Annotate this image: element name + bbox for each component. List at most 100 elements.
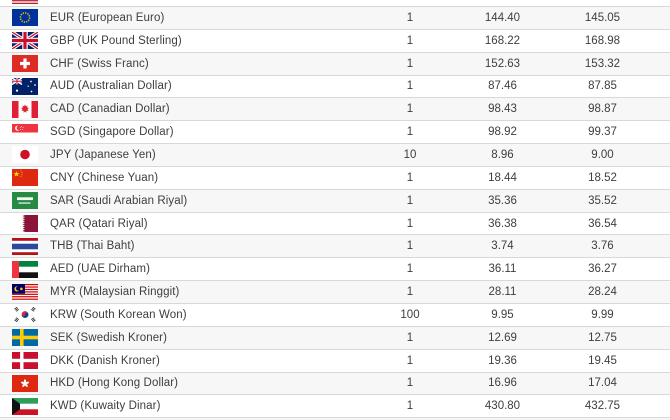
currency-label: SEK (Swedish Kroner) <box>50 331 168 344</box>
rate-1-value: 19.36 <box>488 354 517 367</box>
unit-value: 1 <box>406 57 414 70</box>
table-row: QAR (Qatari Riyal) 1 36.38 36.54 <box>0 212 670 236</box>
currency-label: DKK (Danish Kroner) <box>50 354 160 367</box>
table-row: KRW (South Korean Won) 100 9.95 9.99 <box>0 303 670 327</box>
unit-value: 1 <box>406 377 414 390</box>
table-row: GBP (UK Pound Sterling) 1 168.22 168.98 <box>0 29 670 53</box>
table-row: CNY (Chinese Yuan) 1 18.44 18.52 <box>0 166 670 190</box>
currency-label: HKD (Hong Kong Dollar) <box>50 377 179 390</box>
flag-cell <box>0 237 50 255</box>
flag-cell <box>0 283 50 301</box>
flag-cell <box>0 352 50 370</box>
rate-1-value: 144.40 <box>484 11 521 24</box>
flag-cell <box>0 374 50 392</box>
rate-1-value: 36.11 <box>488 263 517 276</box>
table-row: AED (UAE Dirham) 1 36.11 36.27 <box>0 258 670 282</box>
flag-cell <box>0 123 50 141</box>
table-row: MYR (Malaysian Ringgit) 1 28.11 28.24 <box>0 281 670 304</box>
flag-cell <box>0 260 50 278</box>
flag-sgd-icon <box>12 123 38 141</box>
rate-2-value: 87.85 <box>588 80 617 93</box>
flag-cell <box>0 329 50 347</box>
flag-cell <box>0 169 50 187</box>
rate-2-value: 35.52 <box>588 194 617 207</box>
rate-1-value: 152.63 <box>484 57 521 70</box>
currency-label: JPY (Japanese Yen) <box>50 148 156 161</box>
currency-label: KWD (Kuwaity Dinar) <box>50 400 161 413</box>
currency-label: GBP (UK Pound Sterling) <box>50 34 182 47</box>
flag-krw-icon <box>12 306 38 324</box>
rate-2-value: 9.99 <box>591 308 614 321</box>
rate-2-value: 19.45 <box>588 354 617 367</box>
flag-kwd-icon <box>12 397 38 415</box>
currency-label: EUR (European Euro) <box>50 11 165 24</box>
rate-1-value: 168.22 <box>484 34 521 47</box>
flag-gbp-icon <box>12 32 38 50</box>
currency-label: KRW (South Korean Won) <box>50 308 187 321</box>
table-row: SGD (Singapore Dollar) 1 98.92 99.37 <box>0 121 670 145</box>
flag-cad-icon <box>12 100 38 118</box>
currency-label: CAD (Canadian Dollar) <box>50 103 170 116</box>
unit-value: 1 <box>406 263 414 276</box>
unit-value: 1 <box>406 286 414 299</box>
flag-cell <box>0 146 50 164</box>
rate-1-value: 8.96 <box>491 148 514 161</box>
rate-1-value: 3.74 <box>491 240 514 253</box>
currency-label: SGD (Singapore Dollar) <box>50 126 174 139</box>
rate-2-value: 36.54 <box>588 217 617 230</box>
flag-myr-icon <box>12 283 38 301</box>
unit-value: 1 <box>406 126 414 139</box>
table-row: THB (Thai Baht) 1 3.74 3.76 <box>0 235 670 259</box>
rate-2-value: 9.00 <box>591 148 614 161</box>
rate-1-value: 16.96 <box>488 377 517 390</box>
rate-2-value: 98.87 <box>588 103 617 116</box>
rate-1-value: 28.11 <box>488 286 517 299</box>
flag-cell <box>0 215 50 233</box>
rate-1-value: 12.69 <box>488 331 517 344</box>
flag-usd-icon <box>12 0 38 4</box>
unit-value: 1 <box>406 80 414 93</box>
flag-cell <box>0 397 50 415</box>
unit-value: 100 <box>400 308 420 321</box>
rate-1-value: 18.44 <box>488 171 517 184</box>
flag-chf-icon <box>12 55 38 73</box>
flag-cell <box>0 0 50 4</box>
currency-label: CNY (Chinese Yuan) <box>50 171 159 184</box>
flag-aud-icon <box>12 77 38 95</box>
rate-1-value: 87.46 <box>488 80 517 93</box>
rate-2-value: 153.32 <box>584 57 621 70</box>
unit-value: 10 <box>403 148 417 161</box>
table-row: SAR (Saudi Arabian Riyal) 1 35.36 35.52 <box>0 189 670 213</box>
flag-cell <box>0 77 50 95</box>
unit-value: 1 <box>406 354 414 367</box>
table-row: CHF (Swiss Franc) 1 152.63 153.32 <box>0 52 670 76</box>
rate-1-value: 98.43 <box>488 103 517 116</box>
table-row: CAD (Canadian Dollar) 1 98.43 98.87 <box>0 98 670 122</box>
flag-jpy-icon <box>12 146 38 164</box>
flag-sar-icon <box>12 192 38 210</box>
unit-value: 1 <box>406 11 414 24</box>
unit-value: 1 <box>406 240 414 253</box>
rate-1-value: 36.38 <box>488 217 517 230</box>
rate-2-value: 36.27 <box>588 263 617 276</box>
table-row: HKD (Hong Kong Dollar) 1 16.96 17.04 <box>0 372 670 396</box>
flag-cell <box>0 100 50 118</box>
rate-2-value: 17.04 <box>588 377 617 390</box>
table-row: AUD (Australian Dollar) 1 87.46 87.85 <box>0 75 670 99</box>
unit-value: 1 <box>406 400 414 413</box>
table-row: JPY (Japanese Yen) 10 8.96 9.00 <box>0 144 670 167</box>
rate-2-value: 168.98 <box>584 34 621 47</box>
currency-label: THB (Thai Baht) <box>50 240 135 253</box>
flag-sek-icon <box>12 329 38 347</box>
rate-2-value: 145.05 <box>584 11 621 24</box>
currency-label: AUD (Australian Dollar) <box>50 80 172 93</box>
table-row-partial-bottom <box>0 418 670 420</box>
rate-1-value: 35.36 <box>488 194 517 207</box>
flag-cell <box>0 55 50 73</box>
flag-cell <box>0 9 50 27</box>
flag-thb-icon <box>12 237 38 255</box>
rate-1-value: 9.95 <box>491 308 514 321</box>
unit-value: 1 <box>406 103 414 116</box>
